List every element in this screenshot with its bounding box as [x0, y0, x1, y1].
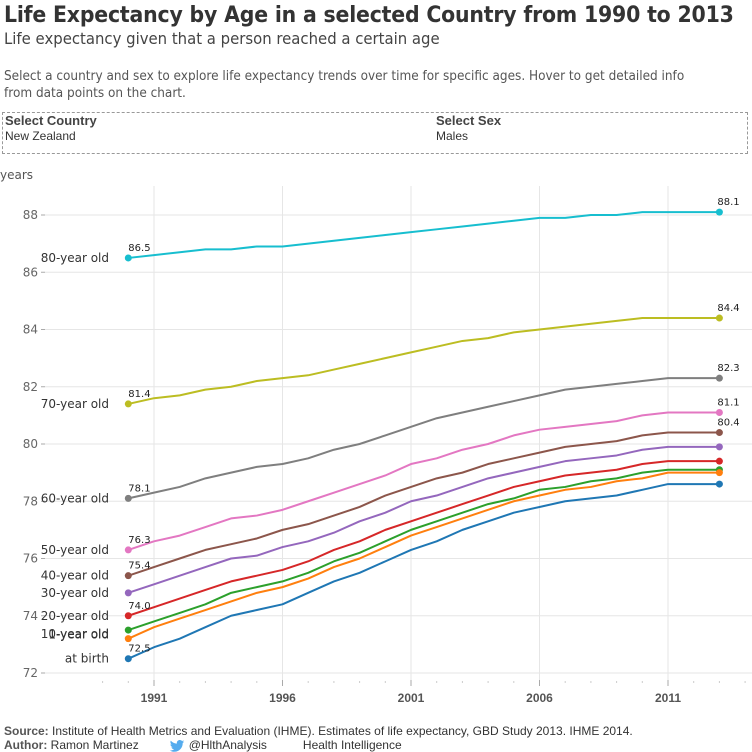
x-tick-label: 1996 [269, 691, 296, 705]
series-end-value-label: 88.1 [717, 197, 739, 208]
country-filter[interactable]: Select Country New Zealand [5, 113, 97, 144]
y-tick-label: 72 [23, 666, 38, 680]
author-line: Author: Ramon Martinez @HlthAnalysis Healt… [4, 738, 633, 752]
series-name-label: 1-year old [48, 628, 109, 642]
life-expectancy-chart: 72 74 76 78 80 82 84 86 88 1991 1996 2001 2006 2011 8… [23, 186, 752, 705]
series-line-40-year-old [127, 431, 720, 577]
series-end-point [715, 208, 723, 216]
series-name-label: 80-year old [41, 251, 109, 265]
series-start-value-label: 74.0 [128, 601, 150, 612]
source-line: Source: Institute of Health Metrics and … [4, 724, 633, 738]
series-name-label: 60-year old [41, 491, 109, 505]
series-start-value-label: 72.5 [128, 644, 150, 655]
y-tick-label: 74 [23, 609, 38, 623]
series-line-at-birth [127, 483, 720, 660]
series-name-label: 70-year old [41, 397, 109, 411]
series-start-point [124, 589, 132, 597]
axes: 72 74 76 78 80 82 84 86 88 1991 1996 2001 2006 2011 [23, 208, 746, 705]
sex-filter-value[interactable]: Males [436, 129, 469, 143]
series-start-point [124, 254, 132, 262]
series-end-value-label: 84.4 [717, 303, 739, 314]
source-label: Source: [4, 724, 49, 738]
series-start-point [124, 626, 132, 634]
series-start-point [124, 655, 132, 663]
series-line-30-year-old [127, 445, 720, 594]
series-start-point [124, 572, 132, 580]
y-tick-label: 78 [23, 494, 38, 508]
y-tick-label: 86 [23, 265, 38, 279]
series-lines [124, 208, 723, 663]
series-name-label: at birth [65, 652, 109, 666]
author-name: Ramon Martinez [50, 738, 139, 752]
x-tick-label: 2006 [526, 691, 553, 705]
series-start-point [124, 400, 132, 408]
series-line-1-year-old [127, 471, 720, 640]
series-line-50-year-old [127, 411, 720, 551]
twitter-bird-icon[interactable] [169, 739, 185, 752]
author-label: Author: [4, 738, 48, 752]
source-text: Institute of Health Metrics and Evaluati… [52, 724, 633, 738]
y-tick-label: 82 [23, 380, 38, 394]
series-line-20-year-old [127, 460, 720, 617]
series-start-point [124, 635, 132, 643]
page-subtitle: Life expectancy given that a person reac… [4, 29, 440, 48]
org-name: Health Intelligence [302, 738, 402, 752]
x-tick-label: 1991 [141, 691, 168, 705]
x-tick-label: 2001 [398, 691, 425, 705]
y-tick-label: 80 [23, 437, 38, 451]
gridlines [45, 186, 752, 680]
series-end-point [715, 469, 723, 477]
series-name-label: 40-year old [41, 569, 109, 583]
series-labels: 80-year old 86.5 88.1 70-year old 81.4 84.4 60… [41, 197, 740, 666]
series-line-70-year-old [128, 317, 720, 405]
filter-panel: Select Country New Zealand Select Sex Ma… [2, 112, 748, 154]
series-end-point [715, 314, 723, 322]
series-end-value-label: 81.1 [717, 398, 739, 409]
series-start-point [124, 612, 132, 620]
x-tick-label: 2011 [655, 691, 681, 705]
series-end-point [715, 443, 723, 451]
series-end-value-label: 82.3 [717, 363, 739, 374]
series-end-point [715, 480, 723, 488]
series-name-label: 50-year old [41, 543, 109, 557]
series-end-point [715, 409, 723, 417]
series-start-value-label: 76.3 [128, 535, 150, 546]
series-line-60-year-old [128, 377, 720, 500]
footer: Source: Institute of Health Metrics and … [4, 724, 633, 752]
y-tick-label: 76 [23, 552, 38, 566]
series-end-point [715, 429, 723, 437]
series-start-value-label: 78.1 [128, 483, 150, 494]
series-start-point [124, 546, 132, 554]
series-end-point [715, 374, 723, 382]
series-start-point [124, 494, 132, 502]
twitter-handle[interactable]: @HlthAnalysis [188, 738, 267, 752]
page-description: Select a country and sex to explore life… [4, 69, 685, 101]
series-start-value-label: 75.4 [128, 561, 150, 572]
series-name-label: 30-year old [41, 586, 109, 600]
series-name-label: 10-year old [41, 627, 109, 641]
y-tick-label: 84 [23, 323, 38, 337]
series-start-value-label: 81.4 [128, 389, 150, 400]
page-title: Life Expectancy by Age in a selected Cou… [4, 3, 734, 28]
country-filter-value[interactable]: New Zealand [5, 129, 76, 143]
y-tick-label: 88 [23, 208, 38, 222]
sex-filter[interactable]: Select Sex Males [436, 113, 501, 144]
series-end-value-label: 80.4 [717, 418, 739, 429]
series-line-10-year-old [127, 468, 720, 632]
y-axis-title: years [0, 168, 34, 182]
series-line-80-year-old [128, 211, 720, 259]
series-end-point [715, 457, 723, 465]
series-name-label: 20-year old [41, 609, 109, 623]
series-start-value-label: 86.5 [128, 243, 150, 254]
country-filter-label: Select Country [5, 113, 97, 128]
sex-filter-label: Select Sex [436, 113, 502, 128]
